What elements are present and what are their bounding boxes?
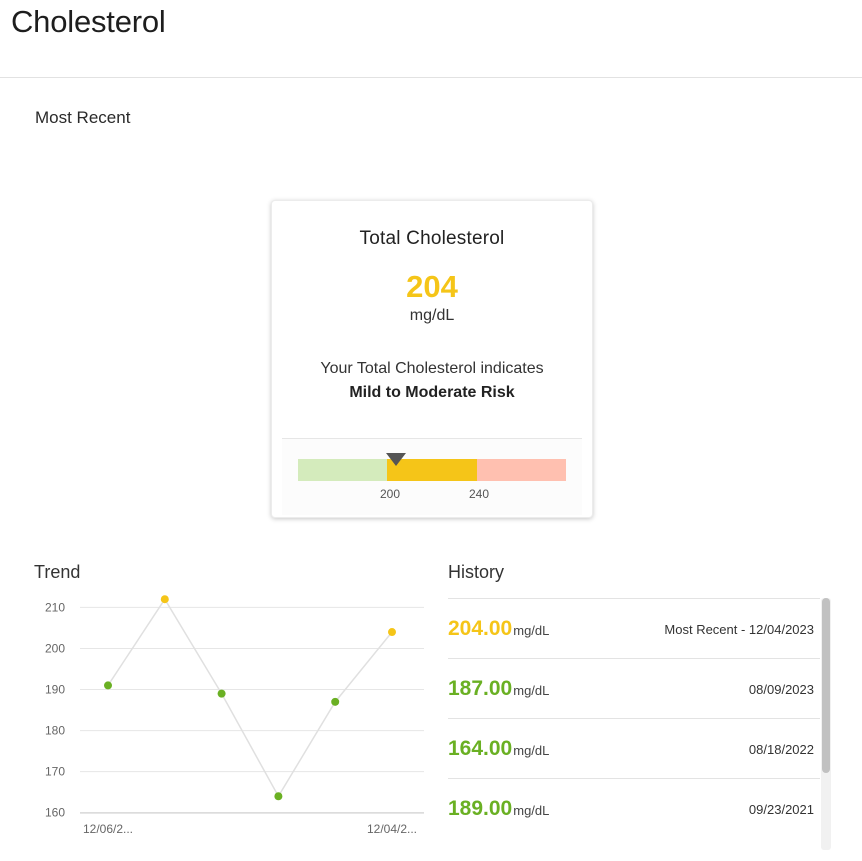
x-tick-label: 12/06/2... [83, 822, 133, 836]
y-tick-label: 180 [45, 724, 65, 738]
history-scrollbar-thumb[interactable] [822, 598, 830, 773]
history-unit: mg/dL [513, 683, 550, 698]
history-value-row: 187.00mg/dL [448, 677, 549, 701]
history-date: 08/18/2022 [748, 742, 814, 757]
history-value-row: 189.00mg/dL [448, 797, 549, 821]
most-recent-label: Most Recent [35, 108, 131, 127]
history-row[interactable]: 164.00mg/dL 08/18/2022 [448, 718, 820, 778]
y-tick-label: 200 [45, 641, 65, 655]
history-list[interactable]: 204.00mg/dL Most Recent - 12/04/2023 187… [448, 598, 820, 850]
history-date: 08/09/2023 [748, 682, 814, 697]
y-tick-label: 170 [45, 765, 65, 779]
history-value-row: 204.00mg/dL [448, 617, 549, 641]
trend-chart: 160 170 180 190 200 210 12/06/2... 12/04/2... [45, 595, 424, 836]
gauge-tick-label: 200 [379, 487, 401, 501]
card-title: Total Cholesterol [359, 228, 505, 249]
trend-data-point [104, 681, 112, 690]
history-value: 164.00 [448, 737, 513, 760]
cholesterol-value: 204 [406, 269, 458, 304]
gauge-tick-label: 240 [468, 487, 490, 501]
y-tick-label: 160 [45, 806, 65, 820]
trend-data-point [274, 792, 283, 801]
gauge-marker-icon [386, 453, 406, 466]
x-tick-label: 12/04/2... [367, 822, 417, 836]
history-row[interactable]: 187.00mg/dL 08/09/2023 [448, 658, 820, 718]
history-row[interactable]: 189.00mg/dL 09/23/2021 [448, 778, 820, 838]
y-tick-label: 190 [45, 683, 65, 697]
history-unit: mg/dL [513, 623, 550, 638]
gauge-segment-low [298, 459, 387, 481]
gauge-segment-high [477, 459, 566, 481]
risk-level: Mild to Moderate Risk [349, 384, 515, 401]
cholesterol-unit: mg/dL [409, 307, 455, 324]
page-header: Cholesterol [0, 0, 862, 78]
page-title: Cholesterol [11, 4, 166, 39]
gauge-segment-mid [387, 459, 477, 481]
history-date: 09/23/2021 [748, 802, 814, 817]
trend-label: Trend [34, 562, 81, 582]
card-divider [282, 438, 582, 439]
history-label: History [448, 562, 505, 582]
history-value: 189.00 [448, 797, 513, 820]
trend-data-point [160, 595, 169, 604]
history-value: 187.00 [448, 677, 513, 700]
risk-description: Your Total Cholesterol indicates [320, 360, 544, 377]
total-cholesterol-card: Total Cholesterol 204 mg/dL Your Total C… [271, 200, 593, 518]
history-row[interactable]: 204.00mg/dL Most Recent - 12/04/2023 [448, 598, 820, 658]
history-unit: mg/dL [513, 743, 550, 758]
trend-series-line [107, 597, 393, 798]
trend-data-point [217, 689, 226, 698]
y-tick-label: 210 [45, 600, 65, 614]
history-date: Most Recent - 12/04/2023 [664, 622, 814, 637]
history-value-row: 164.00mg/dL [448, 737, 549, 761]
history-unit: mg/dL [513, 803, 550, 818]
trend-data-point [388, 628, 396, 637]
history-value: 204.00 [448, 617, 513, 640]
history-scrollbar[interactable] [821, 598, 831, 850]
trend-data-point [331, 697, 340, 706]
